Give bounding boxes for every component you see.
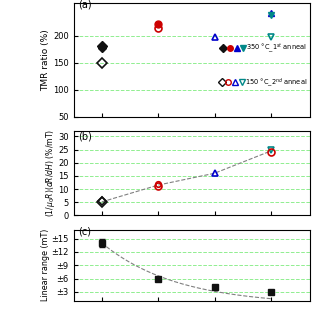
Y-axis label: $(1/\mu_0 R)(dR/dH)$ (%/mT): $(1/\mu_0 R)(dR/dH)$ (%/mT) — [44, 129, 57, 217]
Y-axis label: Linear range (mT): Linear range (mT) — [41, 229, 50, 301]
Text: (c): (c) — [78, 227, 91, 237]
Text: (b): (b) — [78, 131, 92, 141]
Y-axis label: TMR ratio (%): TMR ratio (%) — [41, 29, 50, 91]
Text: (a): (a) — [78, 0, 92, 10]
Legend: , , , 150 °C_2$^{nd}$ anneal: , , , 150 °C_2$^{nd}$ anneal — [220, 76, 307, 89]
